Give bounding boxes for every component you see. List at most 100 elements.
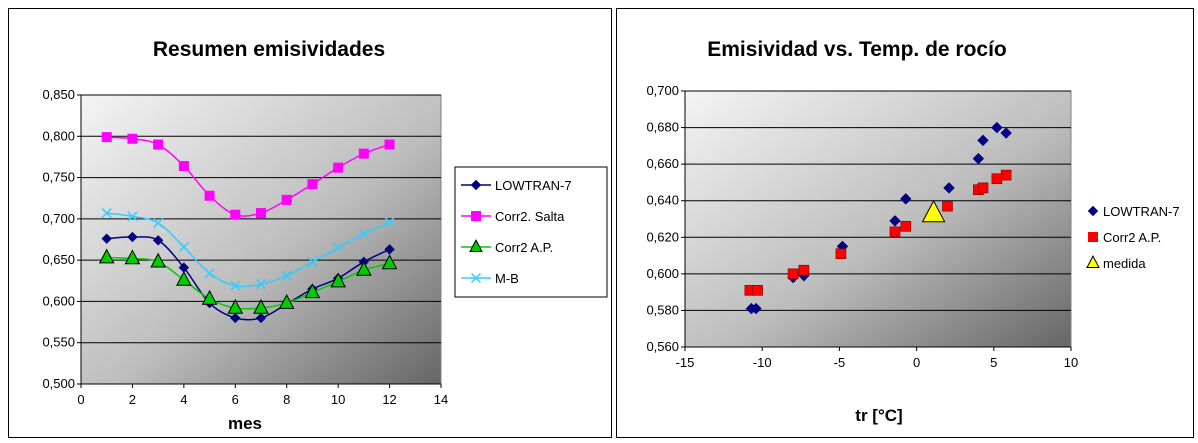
data-point bbox=[178, 241, 189, 252]
legend-label: LOWTRAN-7 bbox=[495, 178, 572, 193]
data-point bbox=[900, 193, 912, 205]
x-tick-label: -15 bbox=[676, 355, 695, 370]
y-tick-label: 0,560 bbox=[646, 339, 679, 354]
x-axis-label: tr [°C] bbox=[855, 406, 902, 425]
legend: LOWTRAN-7 Corr2 A.P. medida bbox=[1086, 204, 1180, 271]
data-point bbox=[281, 194, 292, 205]
legend-item-corr2-a-p: Corr2 A.P. bbox=[1088, 230, 1161, 245]
y-tick-label: 0,620 bbox=[646, 229, 679, 244]
data-point bbox=[977, 134, 989, 147]
series-corr2-a-p bbox=[744, 169, 1012, 296]
y-tick-label: 0,550 bbox=[42, 335, 75, 350]
data-point bbox=[204, 268, 215, 279]
data-point bbox=[356, 260, 372, 276]
y-tick-label: 0,800 bbox=[42, 128, 75, 143]
y-tick-label: 0,650 bbox=[42, 252, 75, 267]
data-point bbox=[333, 162, 344, 173]
chart-panel-left: Resumen emisividades 0,500 0,550 0,600 0,65… bbox=[8, 8, 612, 438]
data-point bbox=[381, 254, 398, 270]
data-point bbox=[176, 270, 192, 286]
x-tick-label: 5 bbox=[990, 355, 997, 370]
legend-marker bbox=[1088, 232, 1098, 242]
data-point bbox=[255, 312, 267, 324]
y-tick-label: 0,680 bbox=[646, 120, 679, 135]
x-tick-label: 14 bbox=[434, 392, 448, 407]
data-point bbox=[900, 221, 912, 232]
data-point bbox=[1000, 127, 1012, 139]
legend-label: Corr2. Salta bbox=[495, 209, 565, 224]
legend-marker bbox=[470, 179, 482, 191]
data-point bbox=[253, 298, 269, 314]
y-tick-label: 0,700 bbox=[646, 83, 679, 98]
data-point bbox=[152, 235, 164, 246]
data-point bbox=[972, 152, 985, 165]
legend-label: M-B bbox=[495, 271, 519, 286]
legend-marker bbox=[470, 272, 482, 284]
x-tick-label: 10 bbox=[1064, 355, 1078, 370]
legend-item-lowtran-7: LOWTRAN-7 bbox=[461, 178, 572, 193]
data-point bbox=[127, 211, 138, 222]
data-point bbox=[153, 139, 164, 150]
legend-label: LOWTRAN-7 bbox=[1103, 204, 1180, 219]
data-point bbox=[330, 272, 346, 288]
data-point bbox=[281, 270, 292, 281]
y-tick-label: 0,850 bbox=[42, 87, 75, 102]
data-point bbox=[127, 133, 138, 144]
data-point bbox=[101, 233, 112, 244]
data-point bbox=[178, 161, 189, 172]
legend-item-m-b: M-B bbox=[461, 271, 519, 286]
data-point bbox=[1000, 169, 1012, 181]
legend-label: Corr2 A.P. bbox=[495, 240, 553, 255]
y-tick-label: 0,500 bbox=[42, 376, 75, 391]
x-tick-label: 6 bbox=[232, 392, 239, 407]
data-point bbox=[230, 209, 241, 220]
data-point bbox=[256, 208, 266, 219]
x-axis-label: mes bbox=[228, 414, 262, 433]
data-point bbox=[124, 249, 141, 265]
data-point bbox=[358, 228, 369, 239]
chart-left-svg: 0,500 0,550 0,600 0,650 0,700 0,750 0,800 0,850… bbox=[42, 87, 608, 433]
legend-box bbox=[454, 166, 608, 298]
data-point bbox=[750, 302, 762, 315]
data-point bbox=[278, 293, 295, 309]
legend: LOWTRAN-7 Corr2. Salta Corr2 A.P. M-B bbox=[454, 166, 608, 298]
data-point bbox=[204, 190, 215, 201]
series-medida bbox=[921, 199, 946, 223]
data-point bbox=[798, 264, 810, 276]
legend-marker bbox=[1086, 255, 1100, 268]
data-point bbox=[333, 242, 344, 253]
y-tick-label: 0,750 bbox=[42, 170, 75, 185]
data-point bbox=[227, 298, 244, 314]
data-point bbox=[889, 226, 901, 238]
series-m-b bbox=[101, 208, 395, 291]
chart-title-right: Emisividad vs. Temp. de rocío bbox=[707, 38, 1007, 61]
legend-item-lowtran-7: LOWTRAN-7 bbox=[1087, 204, 1180, 219]
data-point bbox=[384, 244, 395, 255]
data-point bbox=[304, 283, 321, 299]
chart-right-svg: 0,560 0,580 0,600 0,620 0,640 0,660 0,680 0,700… bbox=[646, 83, 1180, 425]
data-point bbox=[150, 252, 166, 268]
y-tick-label: 0,580 bbox=[646, 302, 679, 317]
legend-item-medida: medida bbox=[1086, 255, 1146, 271]
x-tick-label: 2 bbox=[129, 392, 136, 407]
x-tick-label: -10 bbox=[753, 355, 772, 370]
data-point bbox=[787, 268, 799, 280]
data-point bbox=[230, 312, 241, 324]
data-point bbox=[127, 231, 138, 243]
legend-marker bbox=[471, 211, 481, 221]
x-tick-label: 0 bbox=[77, 392, 84, 407]
data-point bbox=[101, 208, 112, 219]
legend-label: medida bbox=[1103, 256, 1146, 271]
data-point bbox=[101, 132, 112, 143]
data-point bbox=[230, 280, 241, 291]
legend-label: Corr2 A.P. bbox=[1103, 230, 1161, 245]
data-point bbox=[153, 217, 164, 229]
data-point bbox=[977, 182, 989, 194]
legend-item-corr2-a-p: Corr2 A.P. bbox=[461, 239, 553, 255]
data-point bbox=[358, 148, 369, 159]
series-corr2-a-p bbox=[98, 248, 398, 314]
data-point bbox=[943, 182, 955, 194]
x-tick-label: 0 bbox=[913, 355, 920, 370]
data-point bbox=[942, 200, 953, 212]
legend-marker bbox=[469, 239, 483, 252]
